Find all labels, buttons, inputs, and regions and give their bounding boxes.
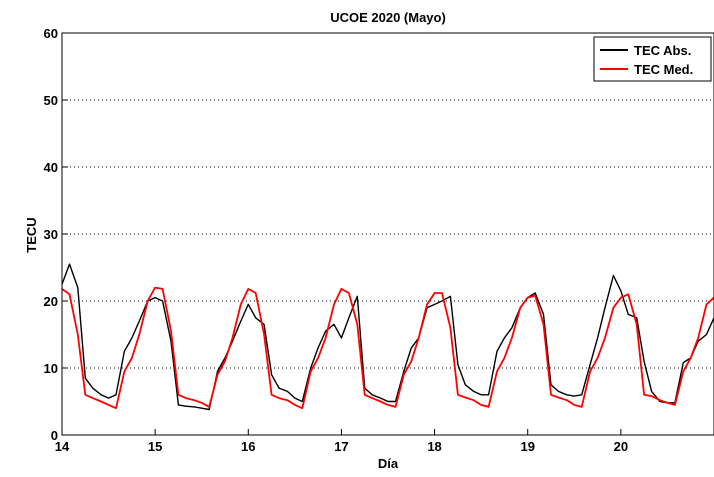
series-line-tec-med xyxy=(61,286,714,410)
series-line-tec-abs xyxy=(61,263,714,411)
chart-title: UCOE 2020 (Mayo) xyxy=(330,10,446,25)
legend: TEC Abs. TEC Med. xyxy=(593,36,712,82)
y-tick-label: 60 xyxy=(44,26,58,41)
x-tick-label: 18 xyxy=(427,439,441,454)
y-tick-label: 30 xyxy=(44,227,58,242)
x-tick-label: 16 xyxy=(241,439,255,454)
x-axis-label: Día xyxy=(378,456,399,471)
x-tick-label: 14 xyxy=(55,439,70,454)
axis-ticks: 0 10 20 30 40 50 60 14 15 16 17 18 19 20 xyxy=(44,26,629,454)
y-tick-label: 0 xyxy=(51,428,58,443)
x-tick-label: 15 xyxy=(148,439,162,454)
y-tick-label: 40 xyxy=(44,160,58,175)
legend-entry-label: TEC Abs. xyxy=(634,43,691,58)
legend-box xyxy=(593,36,712,82)
y-axis-label: TECU xyxy=(24,217,39,252)
legend-entry-label: TEC Med. xyxy=(634,62,693,77)
gridlines xyxy=(62,99,714,369)
y-tick-label: 10 xyxy=(44,361,58,376)
x-tick-label: 20 xyxy=(614,439,628,454)
x-tick-label: 17 xyxy=(334,439,348,454)
x-tick-label: 19 xyxy=(520,439,534,454)
series-lines xyxy=(61,263,714,411)
y-tick-label: 50 xyxy=(44,93,58,108)
plot-frame xyxy=(61,32,714,436)
y-tick-label: 20 xyxy=(44,294,58,309)
